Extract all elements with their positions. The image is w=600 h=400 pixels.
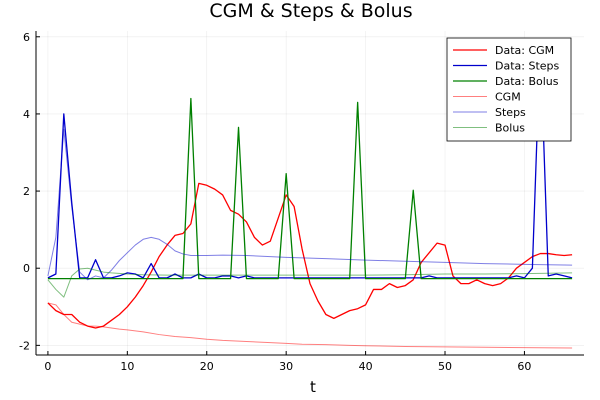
x-axis-label: t — [310, 378, 316, 396]
legend-label-steps: Steps — [495, 106, 526, 119]
series-lines — [47, 39, 573, 349]
legend-label-data-steps: Data: Steps — [495, 60, 560, 73]
series-line-cgm — [47, 302, 573, 349]
legend-box — [446, 37, 572, 142]
series-line-bolus — [47, 267, 573, 298]
y-tick-label: -2 — [19, 339, 30, 352]
legend-label-data-cgm: Data: CGM — [495, 44, 554, 57]
x-tick-label: 50 — [438, 360, 452, 373]
series-line-data-bolus — [47, 97, 573, 280]
axes: 0 10 20 30 40 50 60 -2 0 2 4 6 — [19, 31, 584, 373]
legend-label-cgm: CGM — [495, 91, 521, 104]
y-tick-label: 2 — [23, 185, 30, 198]
y-tick-label: 4 — [23, 108, 30, 121]
series-line-steps — [47, 128, 573, 281]
grid — [36, 31, 584, 355]
legend-label-data-bolus: Data: Bolus — [495, 75, 559, 88]
x-tick-label: 20 — [200, 360, 214, 373]
x-tick-label: 40 — [359, 360, 373, 373]
x-tick-label: 30 — [279, 360, 293, 373]
legend-label-bolus: Bolus — [495, 122, 525, 135]
y-tick-label: 0 — [23, 262, 30, 275]
y-tick-label: 6 — [23, 31, 30, 44]
x-tick-label: 60 — [517, 360, 531, 373]
x-tick-label: 0 — [44, 360, 51, 373]
series-line-data-cgm — [47, 182, 573, 329]
chart-title: CGM & Steps & Bolus — [209, 0, 412, 22]
legend: Data: CGM Data: Steps Data: Bolus CGM Steps B… — [446, 37, 572, 142]
x-tick-label: 10 — [120, 360, 134, 373]
